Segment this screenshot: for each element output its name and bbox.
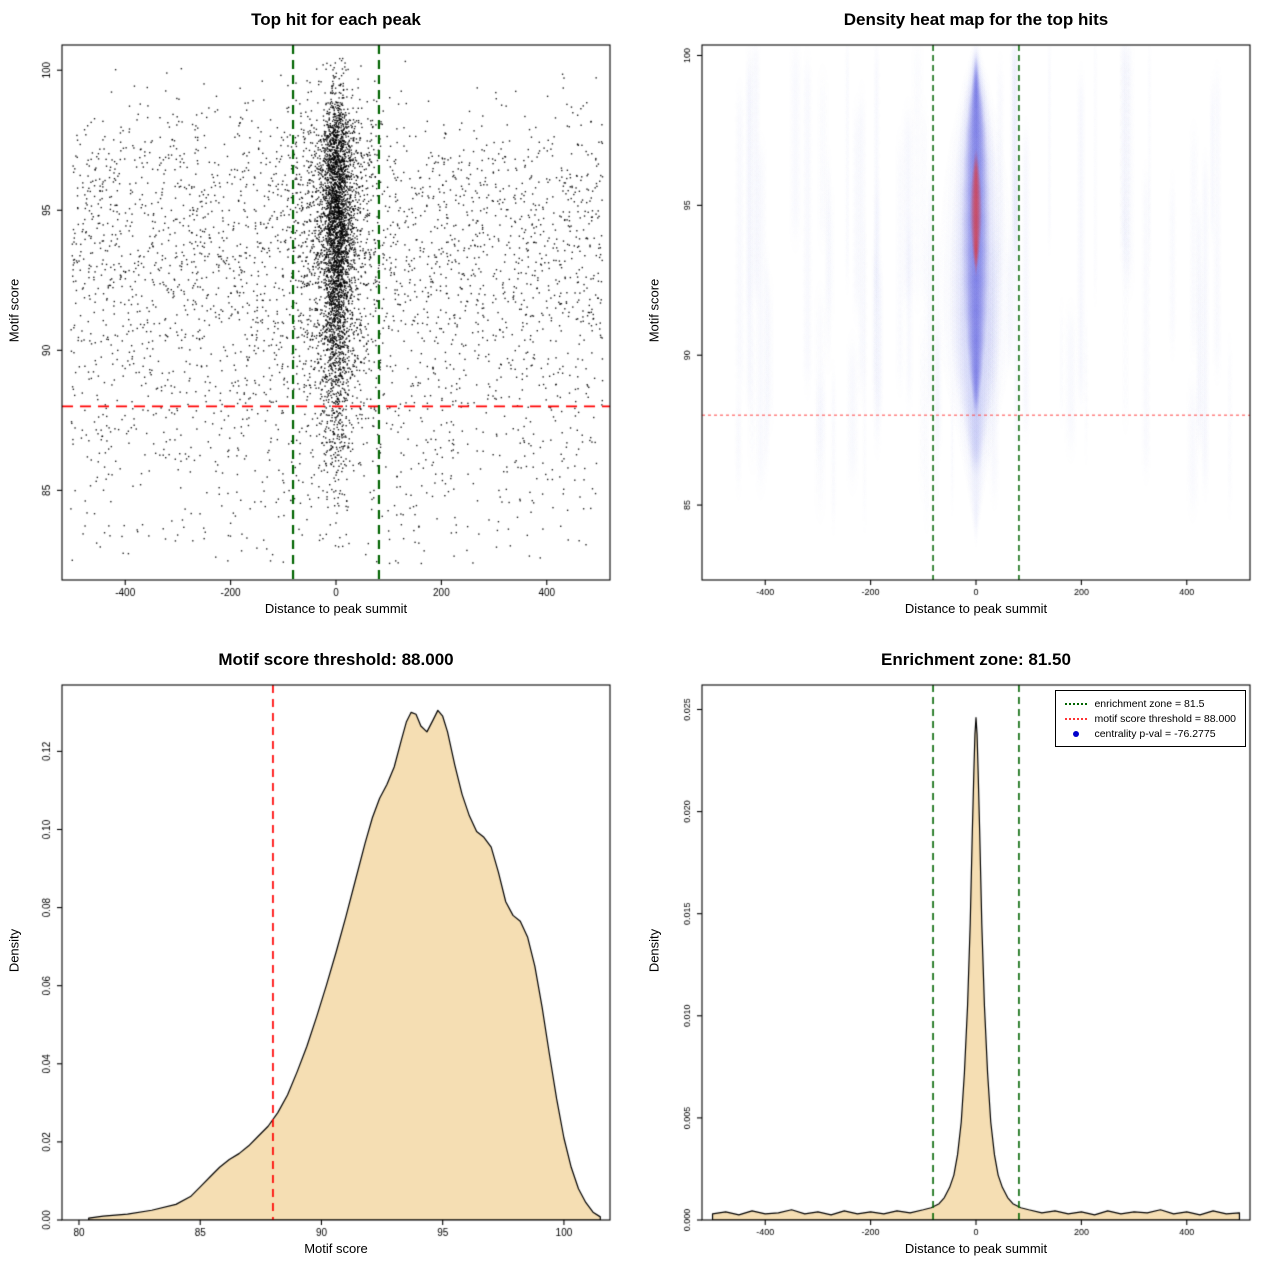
y-axis-label: Density [6,928,22,973]
legend-item: centrality p-val = -76.2775 [1065,726,1236,741]
panel-title: Density heat map for the top hits [843,10,1109,29]
y-axis-label: Density [646,928,662,973]
x-axis-label: Distance to peak summit [904,1241,1048,1256]
legend-item-label: motif score threshold = 88.000 [1094,712,1236,725]
legend-line-icon [1065,717,1088,720]
x-axis-label: Distance to peak summit [264,601,408,616]
y-axis-label: Motif score [6,278,22,343]
x-axis-label: Distance to peak summit [904,601,1048,616]
panel-distance-density: Enrichment zone: 81.50 Distance to peak … [640,640,1280,1280]
panel-title: Motif score threshold: 88.000 [218,650,454,669]
legend-line-icon [1065,702,1088,705]
legend: enrichment zone = 81.5 motif score thresh… [1055,690,1246,747]
panel-title: Enrichment zone: 81.50 [881,650,1071,669]
panel-motif-score-density: Motif score threshold: 88.000 Motif scor… [0,640,640,1280]
legend-item: enrichment zone = 81.5 [1065,696,1236,711]
scatter-plot-canvas [0,0,640,640]
y-axis-label: Motif score [646,278,662,343]
panel-title: Top hit for each peak [251,10,421,29]
legend-item-label: enrichment zone = 81.5 [1094,697,1205,710]
panel-density-heatmap: Density heat map for the top hits Distan… [640,0,1280,640]
panel-top-hit-scatter: Top hit for each peak Distance to peak s… [0,0,640,640]
score-density-canvas [0,640,640,1280]
legend-item-label: centrality p-val = -76.2775 [1094,727,1216,740]
legend-point-icon [1073,730,1080,737]
heatmap-canvas [640,0,1280,640]
legend-item: motif score threshold = 88.000 [1065,711,1236,726]
x-axis-label: Motif score [304,1241,368,1256]
